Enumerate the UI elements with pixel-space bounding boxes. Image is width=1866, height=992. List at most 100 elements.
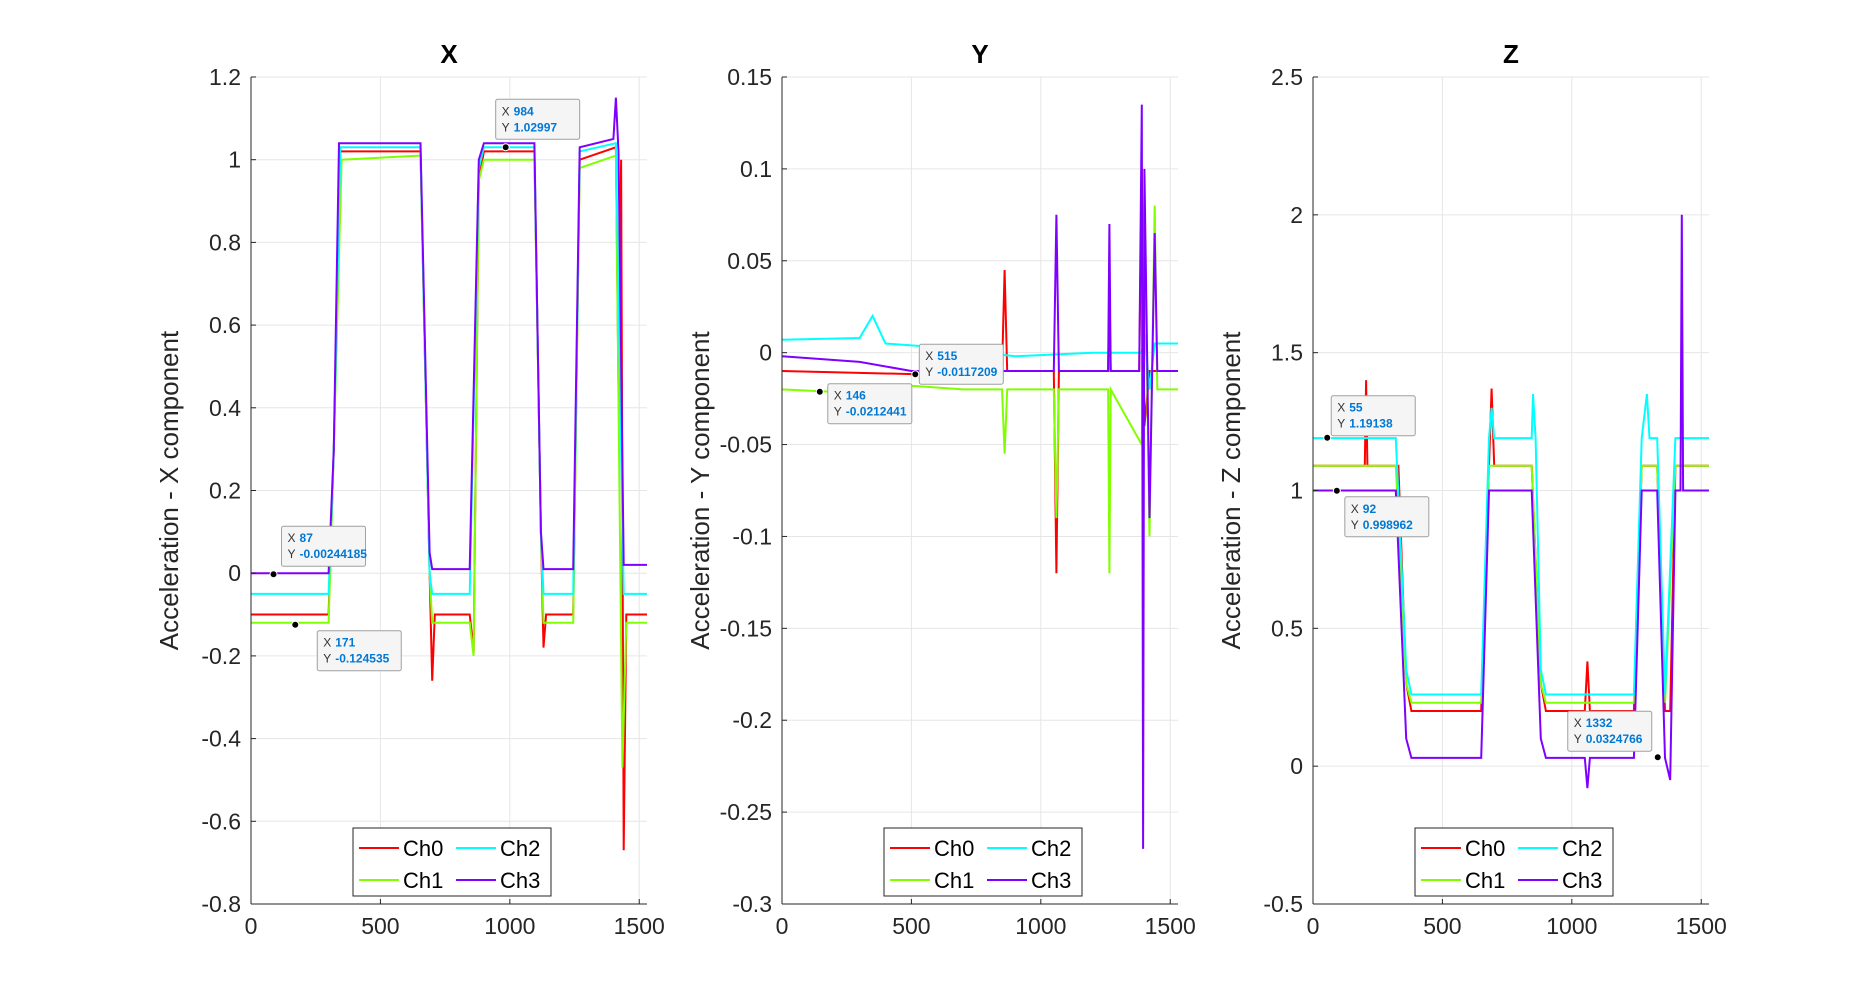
datatip-y-value: 1.19138 [1349, 417, 1393, 431]
x-tick-label: 500 [361, 913, 399, 939]
datatip-y-value: 0.0324766 [1586, 732, 1643, 746]
legend-label-ch1: Ch1 [403, 868, 443, 893]
datatip-y-key: Y [1351, 518, 1359, 532]
datatip[interactable]: X 171 Y -0.124535 [291, 620, 402, 672]
datatip-y-value: 1.02997 [514, 120, 558, 134]
series-line-ch1 [782, 205, 1178, 574]
series-line-ch2 [251, 141, 647, 595]
datatip-x-key: X [1337, 401, 1345, 415]
legend-box [352, 827, 552, 897]
datatip-marker[interactable] [1332, 486, 1341, 495]
y-tick-label: 0.1 [740, 156, 772, 182]
y-tick-label: 1 [1290, 478, 1303, 504]
datatip-x-key: X [502, 104, 510, 118]
series-line-ch2 [1313, 393, 1709, 696]
datatip[interactable]: X 146 Y -0.0212441 [815, 383, 913, 425]
legend[interactable]: Ch0 Ch2 Ch1 Ch3 [352, 827, 552, 897]
datatip-x-value: 984 [514, 104, 534, 118]
legend-label-ch2: Ch2 [1562, 836, 1602, 861]
x-tick-label: 0 [776, 913, 789, 939]
y-tick-label: 2.5 [1271, 64, 1303, 90]
x-tick-label: 500 [892, 913, 930, 939]
datatip-box [316, 630, 402, 672]
datatip-marker[interactable] [815, 387, 824, 396]
datatip[interactable]: X 515 Y -0.0117209 [911, 343, 1004, 385]
datatip-x-key: X [1351, 502, 1359, 516]
datatip-box [1567, 710, 1653, 752]
y-tick-label: -0.25 [720, 799, 772, 825]
datatip-marker[interactable] [1323, 433, 1332, 442]
datatip-box [1330, 395, 1416, 437]
y-tick-label: 0.05 [727, 248, 772, 274]
y-tick-label: 1 [228, 147, 241, 173]
datatip-x-value: 1332 [1586, 716, 1613, 730]
y-tick-label: -0.3 [732, 891, 772, 917]
y-tick-label: 0.15 [727, 64, 772, 90]
datatip[interactable]: X 87 Y -0.00244185 [269, 525, 367, 579]
legend-label-ch0: Ch0 [934, 836, 974, 861]
y-tick-label: 2 [1290, 202, 1303, 228]
datatip-box [495, 98, 581, 140]
datatip-y-key: Y [925, 365, 933, 379]
legend-label-ch2: Ch2 [1031, 836, 1071, 861]
datatip-x-key: X [288, 531, 296, 545]
chart-panel-y: 0 500 1000 1500 -0.3 -0.25 -0.2 -0.15 -0.1 -0.05 0… [685, 39, 1196, 939]
legend[interactable]: Ch0 Ch2 Ch1 Ch3 [1414, 827, 1614, 897]
datatip-x-value: 87 [300, 531, 314, 545]
legend-label-ch3: Ch3 [500, 868, 540, 893]
legend-label-ch3: Ch3 [1562, 868, 1602, 893]
datatip-marker[interactable] [269, 570, 278, 579]
datatip-marker[interactable] [501, 143, 510, 152]
datatip-x-value: 171 [335, 636, 355, 650]
y-tick-label: 0.4 [209, 395, 241, 421]
y-axis-label: Acceleration - Y component [685, 331, 715, 650]
y-tick-label: -0.05 [720, 432, 772, 458]
datatip-y-value: -0.124535 [335, 652, 389, 666]
y-tick-label: 0 [1290, 753, 1303, 779]
datatip-y-key: Y [288, 547, 296, 561]
datatip-box [918, 343, 1004, 385]
datatip-marker[interactable] [1653, 753, 1662, 762]
datatip-x-key: X [323, 636, 331, 650]
x-tick-label: 1500 [614, 913, 665, 939]
datatip-box [1344, 496, 1430, 538]
y-tick-label: 0.5 [1271, 615, 1303, 641]
datatip[interactable]: X 92 Y 0.998962 [1332, 486, 1430, 538]
legend-label-ch1: Ch1 [934, 868, 974, 893]
datatip-x-value: 92 [1363, 502, 1377, 516]
chart-panel-z: 0 500 1000 1500-0.500.511.522.5ZAcceleratio… [1216, 39, 1727, 939]
y-tick-label: -0.1 [732, 523, 772, 549]
y-tick-label: 0.8 [209, 229, 241, 255]
datatip-y-key: Y [323, 652, 331, 666]
x-tick-label: 1500 [1676, 913, 1727, 939]
series-line-ch1 [251, 154, 647, 768]
y-tick-label: -0.4 [201, 726, 241, 752]
datatip[interactable]: X 1332 Y 0.0324766 [1567, 710, 1662, 762]
y-tick-label: 0 [759, 340, 772, 366]
datatip-marker[interactable] [911, 370, 920, 379]
y-tick-label: -0.6 [201, 808, 241, 834]
y-axis-label: Acceleration - Z component [1216, 331, 1246, 650]
datatip-x-value: 55 [1349, 401, 1363, 415]
datatip[interactable]: X 984 Y 1.02997 [495, 98, 581, 152]
y-tick-label: -0.2 [732, 707, 772, 733]
datatip-box [827, 383, 913, 425]
y-tick-label: 1.5 [1271, 340, 1303, 366]
x-tick-label: 1500 [1145, 913, 1196, 939]
series-line-ch3 [251, 97, 647, 575]
datatip-marker[interactable] [291, 620, 300, 629]
y-axis-label: Acceleration - X component [154, 330, 184, 650]
legend-label-ch2: Ch2 [500, 836, 540, 861]
legend-box [1414, 827, 1614, 897]
y-tick-label: 1.2 [209, 64, 241, 90]
chart-title: Z [1503, 39, 1519, 69]
datatip-y-value: -0.0212441 [846, 405, 907, 419]
y-tick-label: -0.8 [201, 891, 241, 917]
legend[interactable]: Ch0 Ch2 Ch1 Ch3 [883, 827, 1083, 897]
datatip-y-key: Y [502, 120, 510, 134]
datatip-x-key: X [925, 349, 933, 363]
datatip[interactable]: X 55 Y 1.19138 [1323, 395, 1416, 442]
y-tick-label: -0.5 [1263, 891, 1303, 917]
